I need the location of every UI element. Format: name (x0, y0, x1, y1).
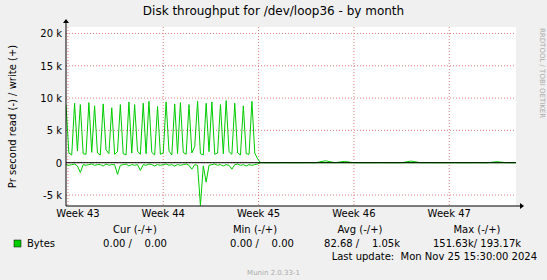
legend-header: Max (-/+) (453, 224, 500, 235)
legend-value: 0.00 / 0.00 (103, 238, 167, 249)
x-tick-label: Week 45 (237, 208, 280, 219)
legend-value: 151.63k/ 193.17k (433, 238, 521, 249)
grid-line-x (67, 27, 68, 206)
y-axis (66, 22, 67, 206)
grid-line-x (449, 27, 450, 206)
series-group (66, 101, 516, 206)
zero-line (66, 162, 516, 163)
y-tick-label: -5 k (43, 190, 62, 201)
legend-header: Avg (-/+) (338, 224, 383, 235)
y-tick-label: 15 k (40, 61, 62, 72)
y-axis-label: Pr second read (-) / write (+) (7, 45, 18, 188)
grid-line-y (66, 65, 516, 66)
grid-line-y (66, 162, 516, 163)
series-line (66, 101, 516, 163)
y-tick-label: 0 (56, 158, 62, 169)
x-tick-label: Week 43 (56, 208, 99, 219)
x-tick-label: Week 46 (332, 208, 375, 219)
footer: Munin 2.0.33-1 (247, 269, 300, 277)
watermark: RRDTOOL / TOBI OETIKER (538, 28, 546, 118)
x-tick-label: Week 47 (428, 208, 471, 219)
plot-area (66, 27, 516, 206)
background (0, 0, 547, 280)
grid-line-x (163, 27, 164, 206)
x-axis (66, 206, 521, 207)
legend-value: 82.68 / 1.05k (324, 238, 400, 249)
legend-header: Cur (-/+) (113, 224, 157, 235)
y-axis-arrow (63, 19, 69, 23)
grid-line-x (258, 27, 259, 206)
title: Disk throughput for /dev/loop36 - by mon… (143, 4, 404, 18)
grid-line-y (66, 195, 516, 196)
grid-line-y (66, 33, 516, 34)
x-tick-label: Week 44 (142, 208, 185, 219)
x-axis-arrow (520, 203, 524, 209)
series-line (66, 163, 516, 206)
y-tick-label: 10 k (40, 93, 62, 104)
grid-line-y (66, 98, 516, 99)
chart: -5 k 0 5 k 10 k 15 k 20 k Week 43 Week 44 Week 4… (0, 0, 547, 280)
last-update: Last update: Mon Nov 25 15:30:00 2024 (332, 251, 537, 262)
legend-value: 0.00 / 0.00 (230, 238, 294, 249)
legend-header: Min (-/+) (233, 224, 277, 235)
legend-label: Bytes (27, 238, 55, 249)
grid-line-x (353, 27, 354, 206)
y-tick-label: 20 k (40, 28, 62, 39)
legend-swatch (14, 240, 21, 247)
y-tick-label: 5 k (47, 125, 63, 136)
